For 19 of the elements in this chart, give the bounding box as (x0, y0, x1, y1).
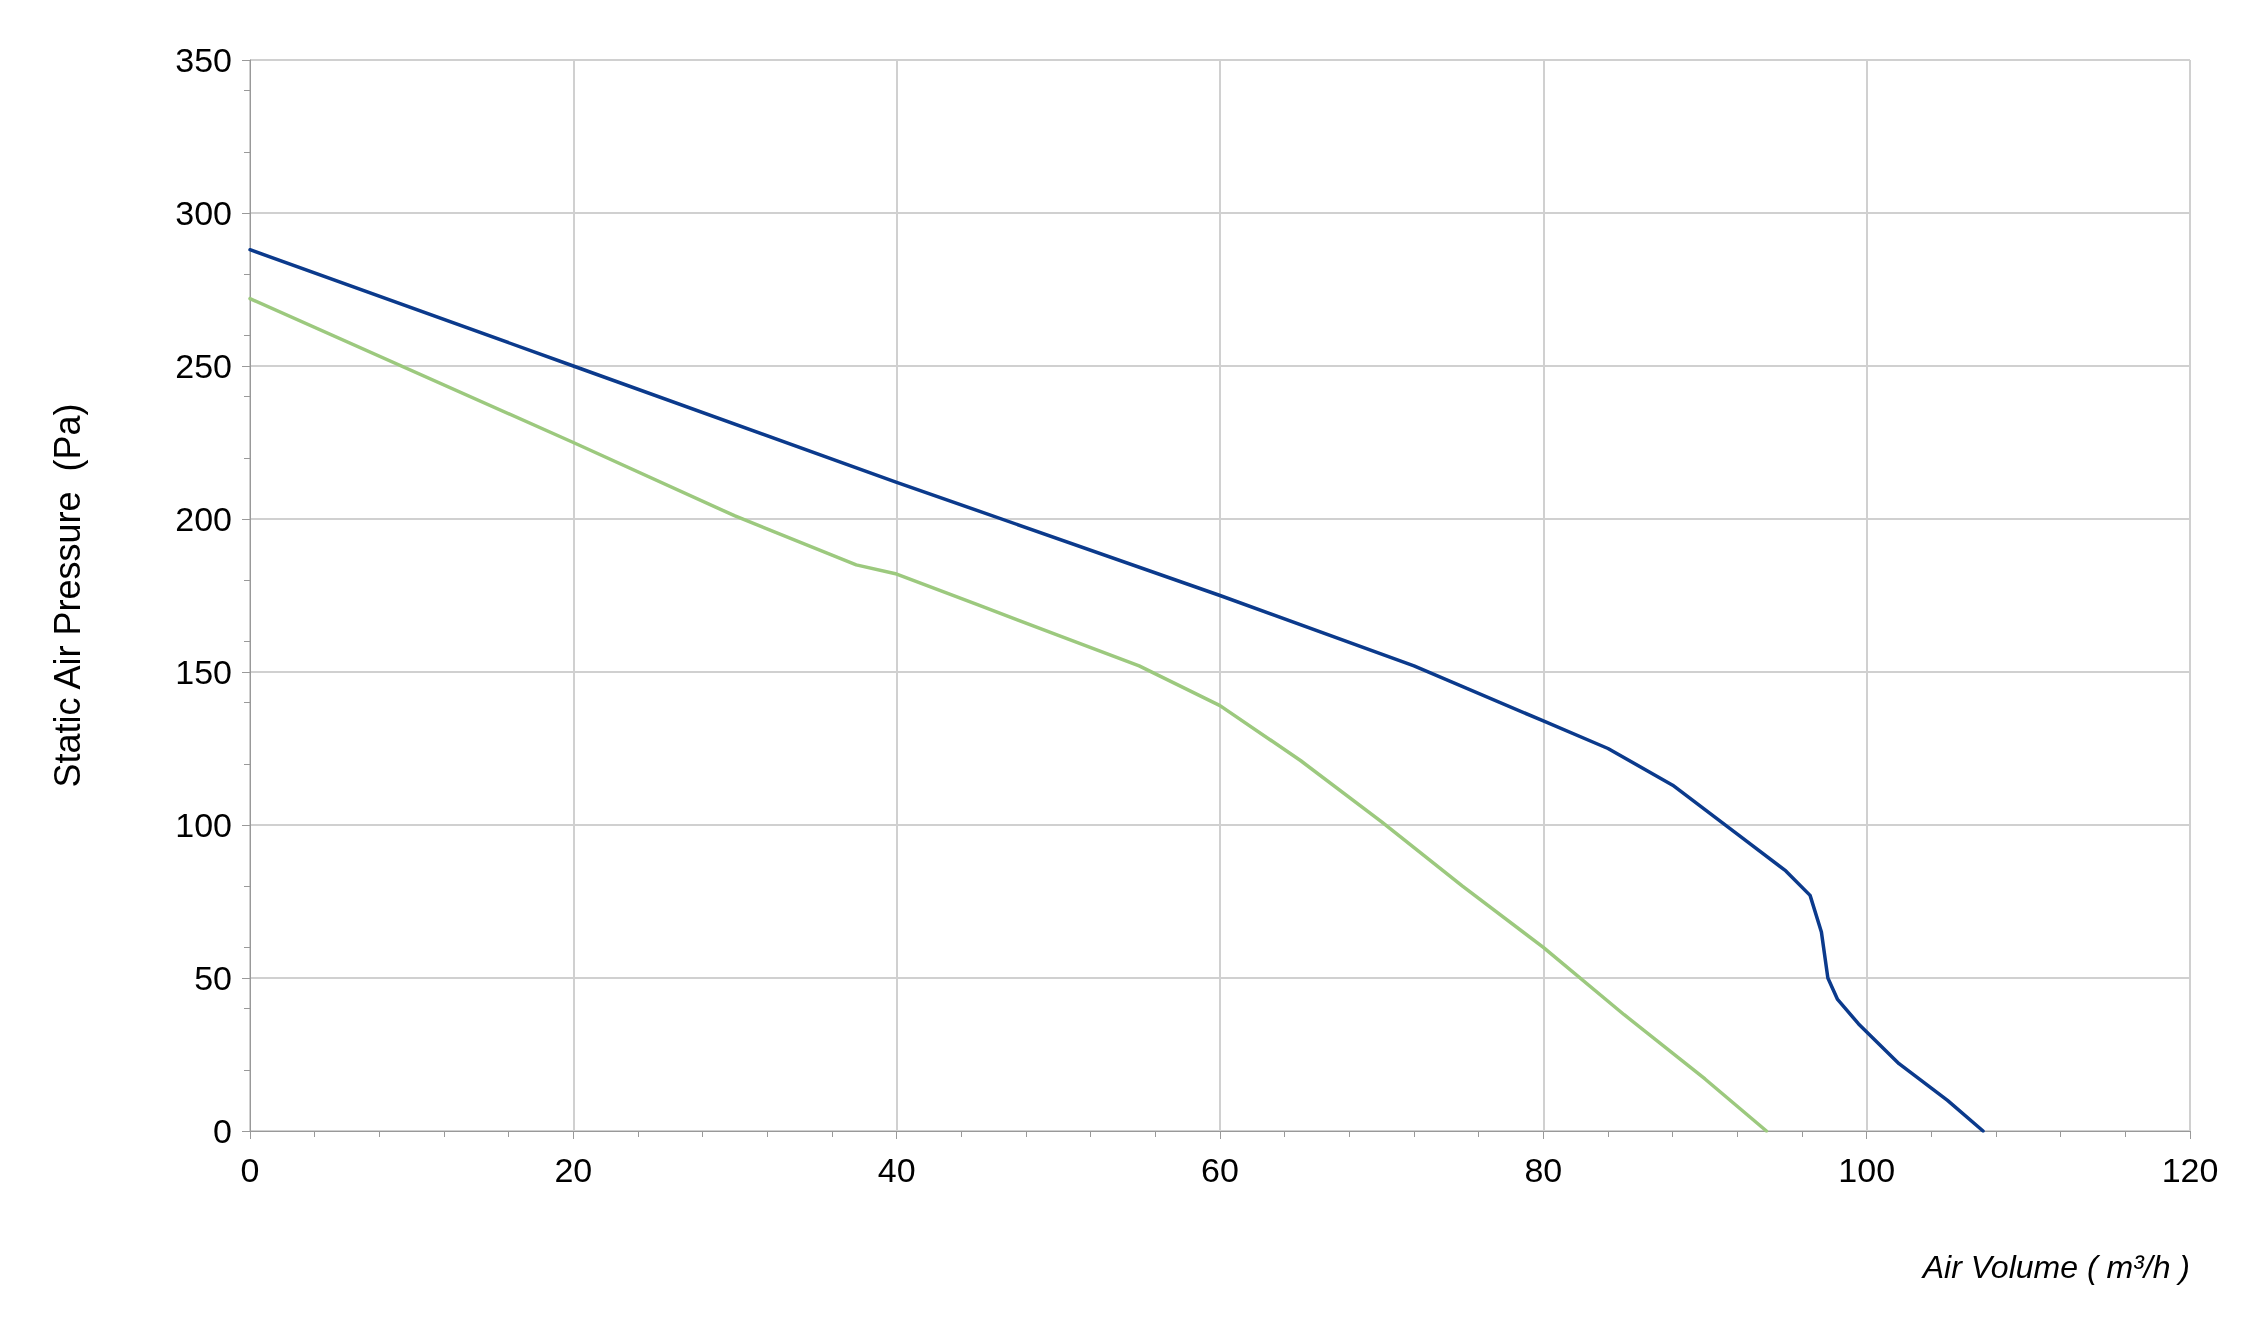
x-tick-label: 60 (1201, 1151, 1239, 1189)
y-tick-label: 200 (175, 500, 232, 538)
x-tick-label: 80 (1524, 1151, 1563, 1189)
y-tick-label: 0 (213, 1112, 232, 1150)
y-tick-label: 150 (175, 653, 232, 691)
x-axis-title: Air Volume ( m³/h ) (1920, 1249, 2190, 1285)
y-tick-label: 300 (175, 194, 232, 232)
x-tick-label: 100 (1838, 1151, 1896, 1189)
line-series (248, 247, 1985, 1133)
y-tick-label: 350 (175, 41, 232, 79)
y-tick-label: 50 (194, 959, 232, 997)
x-tick-label: 40 (877, 1151, 916, 1189)
x-tick-label: 20 (554, 1151, 593, 1189)
y-tick-label: 250 (175, 347, 232, 385)
x-tick-label: 120 (2161, 1151, 2219, 1189)
x-tick-label: 0 (240, 1151, 260, 1189)
y-axis-title: Static Air Pressure (Pa) (46, 403, 88, 788)
line-series (248, 296, 1769, 1133)
y-tick-label: 100 (175, 806, 232, 844)
